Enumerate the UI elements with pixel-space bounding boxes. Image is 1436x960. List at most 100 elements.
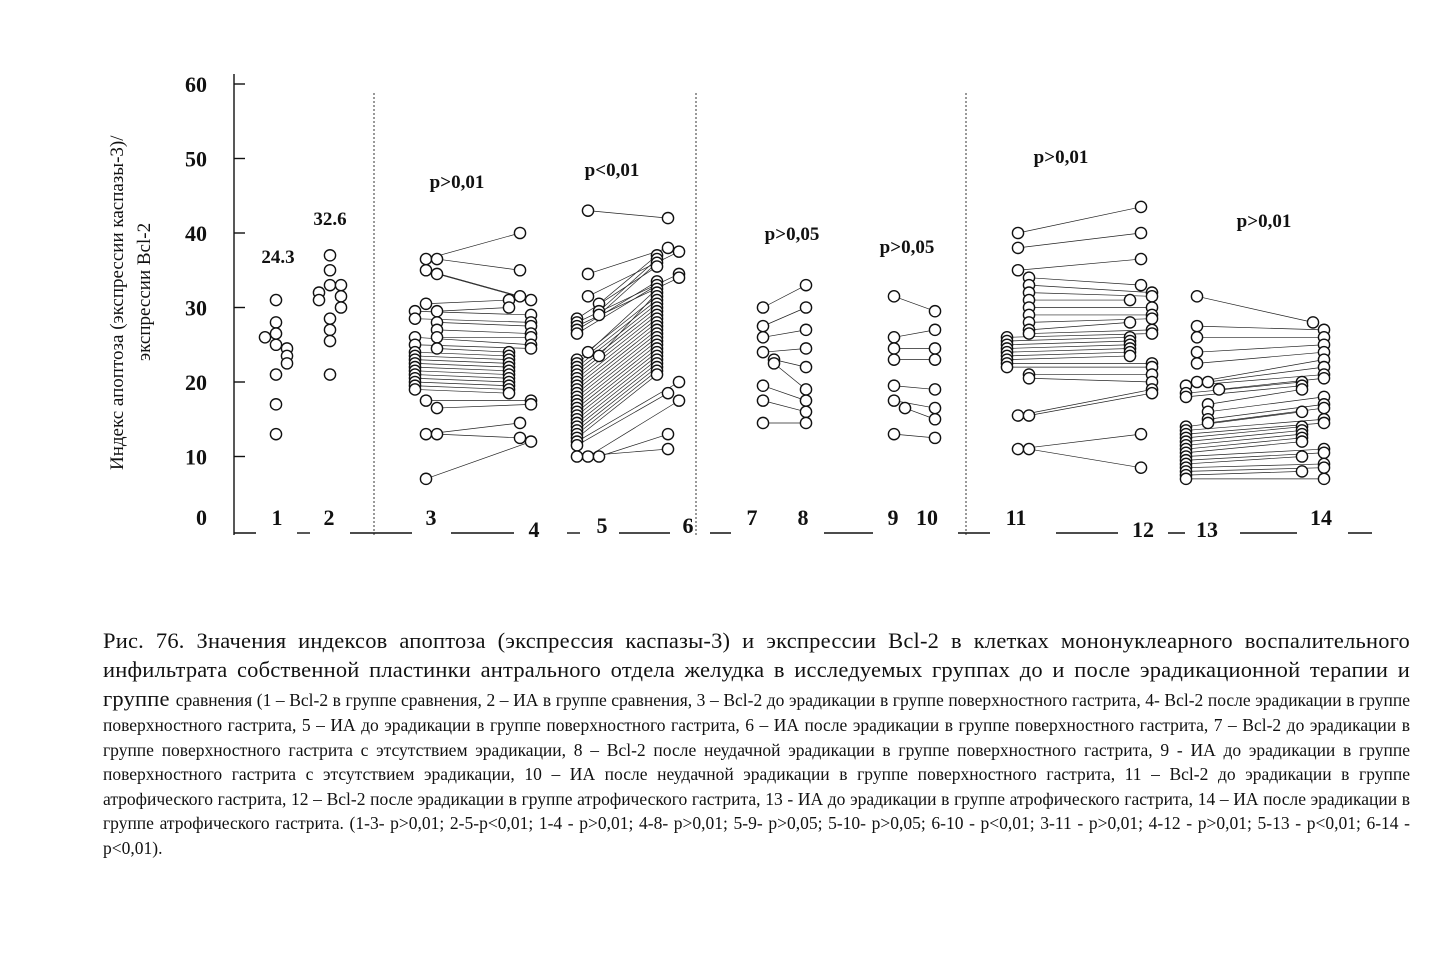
category-label-12: 12 <box>1132 517 1154 542</box>
data-point-group-5 <box>581 267 595 281</box>
data-point-group-1 <box>269 368 283 381</box>
pair-line-5-6 <box>587 251 680 297</box>
category-label-1: 1 <box>272 505 283 530</box>
pair-line-11-12 <box>1017 206 1142 234</box>
data-point-group-11 <box>1000 360 1014 374</box>
pair-line-5-6 <box>576 366 658 431</box>
data-point-group-13 <box>1190 290 1204 303</box>
pair-line-3-4 <box>414 363 510 368</box>
pair-line-3-4 <box>436 258 521 271</box>
data-point-group-6 <box>650 368 664 381</box>
pair-line-3-4 <box>425 441 532 480</box>
pair-line-13-14 <box>1218 377 1325 390</box>
data-point-group-5 <box>581 290 595 303</box>
data-point-group-11 <box>1022 371 1036 385</box>
pair-line-13-14 <box>1185 463 1325 469</box>
data-point-group-12 <box>1123 293 1137 307</box>
y-axis-label-line1: Индекс апоптоза (экспрессии каспазы-3)/ <box>107 135 128 470</box>
pair-line-5-6 <box>576 340 658 405</box>
category-label-7: 7 <box>747 505 758 530</box>
data-point-group-2 <box>323 323 337 337</box>
y-tick-label: 60 <box>185 72 207 97</box>
pair-line-13-14 <box>1207 366 1325 383</box>
data-point-group-7 <box>756 345 770 359</box>
data-point-group-12 <box>1134 226 1148 240</box>
data-point-group-1 <box>269 327 283 340</box>
pair-line-13-14 <box>1185 471 1303 476</box>
data-point-group-6 <box>661 241 675 255</box>
data-point-group-11 <box>1022 409 1036 422</box>
pair-line-3-4 <box>414 370 510 375</box>
data-point-group-3 <box>430 330 444 344</box>
pair-line-13-14 <box>1185 426 1303 439</box>
data-point-group-2 <box>334 301 348 314</box>
data-point-group-8 <box>799 416 813 430</box>
pair-line-11-12 <box>1028 377 1153 383</box>
pair-line-5-6 <box>576 337 658 401</box>
data-point-group-12 <box>1145 290 1159 303</box>
data-point-group-6 <box>661 427 675 441</box>
pair-line-5-6 <box>576 392 669 446</box>
data-point-group-3 <box>430 252 444 266</box>
pair-line-5-6 <box>576 355 658 420</box>
pair-line-5-6 <box>598 262 658 316</box>
category-labels: 1 2 3 4 5 6 7 8 9 10 11 12 13 14 <box>272 505 1333 542</box>
data-point-group-3 <box>408 383 422 396</box>
data-point-group-13 <box>1179 390 1193 404</box>
pair-line-13-14 <box>1207 396 1325 413</box>
data-point-group-14 <box>1295 383 1309 396</box>
pair-line-3-4 <box>414 381 510 387</box>
pair-line-7-8 <box>762 284 807 308</box>
category-label-9: 9 <box>888 505 899 530</box>
data-point-group-2 <box>334 278 348 292</box>
data-point-group-3 <box>419 263 433 277</box>
data-point-group-12 <box>1134 278 1148 292</box>
pair-line-3-4 <box>425 232 521 260</box>
data-point-group-14 <box>1317 401 1331 415</box>
pair-line-11-12 <box>1028 448 1142 469</box>
data-point-group-10 <box>928 353 942 366</box>
data-point-group-11 <box>1022 327 1036 340</box>
data-point-group-13 <box>1179 472 1193 486</box>
pair-line-13-14 <box>1196 351 1325 364</box>
data-point-group-7 <box>756 416 770 430</box>
data-point-group-9 <box>887 342 901 355</box>
data-point-group-5 <box>581 204 595 217</box>
data-point-group-3 <box>430 267 444 281</box>
data-point-group-12 <box>1134 461 1148 474</box>
data-point-group-4 <box>524 342 538 355</box>
data-point-group-9 <box>887 394 901 407</box>
group-mean-label: 32.6 <box>313 209 346 230</box>
y-axis-ticks: 0 10 20 30 40 50 60 <box>185 72 245 530</box>
data-point-group-4 <box>513 226 527 240</box>
pair-line-5-6 <box>576 284 658 334</box>
data-point-group-6 <box>661 211 675 225</box>
data-point-group-13 <box>1212 383 1226 396</box>
category-label-10: 10 <box>916 505 938 530</box>
pair-line-13-14 <box>1185 437 1303 450</box>
pair-line-13-14 <box>1207 389 1303 405</box>
data-point-group-14 <box>1295 465 1309 478</box>
data-point-group-11 <box>1011 442 1025 456</box>
data-point-group-1 <box>269 398 283 411</box>
data-point-group-10 <box>928 304 942 318</box>
pair-line-11-12 <box>1006 344 1131 349</box>
data-point-group-1 <box>269 316 283 329</box>
data-point-group-9 <box>887 290 901 303</box>
data-point-group-4 <box>524 398 538 411</box>
pair-line-9-10 <box>893 400 936 409</box>
data-point-group-5 <box>581 345 595 359</box>
data-point-group-6 <box>672 375 686 389</box>
caption-lead: Рис. 76. Значения индексов апоптоза (экс… <box>103 628 1410 711</box>
data-point-group-12 <box>1134 252 1148 266</box>
data-point-group-4 <box>524 293 538 307</box>
data-point-group-6 <box>650 260 664 273</box>
data-point-group-8 <box>799 323 813 337</box>
data-point-group-8 <box>799 278 813 292</box>
data-point-group-9 <box>887 330 901 344</box>
pair-line-11-12 <box>1028 329 1153 334</box>
pair-line-3-4 <box>414 351 510 357</box>
pair-line-11-12 <box>1028 322 1131 331</box>
pair-line-13-14 <box>1185 430 1303 442</box>
pair-line-5-6 <box>576 370 658 435</box>
